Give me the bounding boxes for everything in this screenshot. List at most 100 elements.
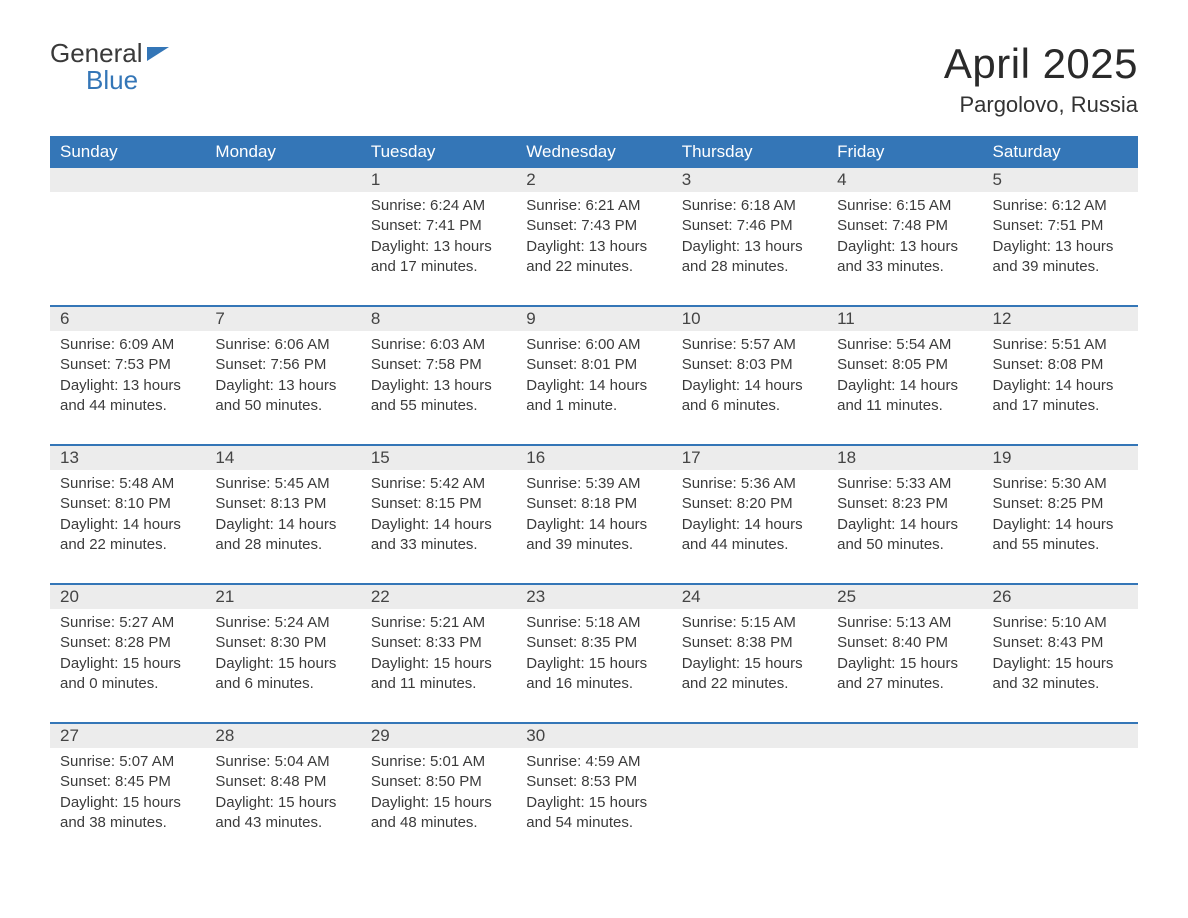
day-number-cell: 14 bbox=[205, 445, 360, 470]
daylight-line: Daylight: 14 hours and 44 minutes. bbox=[682, 515, 817, 556]
day-number-cell: 11 bbox=[827, 306, 982, 331]
sunset-line: Sunset: 8:25 PM bbox=[993, 494, 1128, 514]
day-number-cell: 28 bbox=[205, 723, 360, 748]
day-data-cell: Sunrise: 5:15 AMSunset: 8:38 PMDaylight:… bbox=[672, 609, 827, 723]
day-data-cell: Sunrise: 5:39 AMSunset: 8:18 PMDaylight:… bbox=[516, 470, 671, 584]
sunrise-line: Sunrise: 6:12 AM bbox=[993, 196, 1128, 216]
day-header: Monday bbox=[205, 136, 360, 168]
day-number-cell: 30 bbox=[516, 723, 671, 748]
sunrise-line: Sunrise: 5:36 AM bbox=[682, 474, 817, 494]
sunrise-line: Sunrise: 5:18 AM bbox=[526, 613, 661, 633]
day-data-cell: Sunrise: 5:10 AMSunset: 8:43 PMDaylight:… bbox=[983, 609, 1138, 723]
sunrise-line: Sunrise: 5:21 AM bbox=[371, 613, 506, 633]
sunrise-line: Sunrise: 5:42 AM bbox=[371, 474, 506, 494]
sunset-line: Sunset: 8:48 PM bbox=[215, 772, 350, 792]
day-number-cell bbox=[983, 723, 1138, 748]
day-header: Sunday bbox=[50, 136, 205, 168]
daylight-line: Daylight: 15 hours and 11 minutes. bbox=[371, 654, 506, 695]
sunset-line: Sunset: 7:48 PM bbox=[837, 216, 972, 236]
day-data-cell: Sunrise: 5:24 AMSunset: 8:30 PMDaylight:… bbox=[205, 609, 360, 723]
sunrise-line: Sunrise: 5:51 AM bbox=[993, 335, 1128, 355]
day-number-cell bbox=[672, 723, 827, 748]
day-number-cell bbox=[50, 168, 205, 192]
day-data-cell: Sunrise: 4:59 AMSunset: 8:53 PMDaylight:… bbox=[516, 748, 671, 861]
sunset-line: Sunset: 8:20 PM bbox=[682, 494, 817, 514]
day-data-cell: Sunrise: 5:33 AMSunset: 8:23 PMDaylight:… bbox=[827, 470, 982, 584]
day-data-cell: Sunrise: 5:48 AMSunset: 8:10 PMDaylight:… bbox=[50, 470, 205, 584]
day-data-cell: Sunrise: 5:21 AMSunset: 8:33 PMDaylight:… bbox=[361, 609, 516, 723]
daylight-line: Daylight: 14 hours and 11 minutes. bbox=[837, 376, 972, 417]
sunset-line: Sunset: 8:33 PM bbox=[371, 633, 506, 653]
day-data-cell: Sunrise: 5:30 AMSunset: 8:25 PMDaylight:… bbox=[983, 470, 1138, 584]
day-data-cell: Sunrise: 6:03 AMSunset: 7:58 PMDaylight:… bbox=[361, 331, 516, 445]
sunrise-line: Sunrise: 5:15 AM bbox=[682, 613, 817, 633]
day-number-cell: 1 bbox=[361, 168, 516, 192]
day-data-cell: Sunrise: 5:51 AMSunset: 8:08 PMDaylight:… bbox=[983, 331, 1138, 445]
day-data-cell bbox=[827, 748, 982, 861]
sunset-line: Sunset: 8:23 PM bbox=[837, 494, 972, 514]
day-data-cell: Sunrise: 6:06 AMSunset: 7:56 PMDaylight:… bbox=[205, 331, 360, 445]
sunset-line: Sunset: 8:38 PM bbox=[682, 633, 817, 653]
sunset-line: Sunset: 8:05 PM bbox=[837, 355, 972, 375]
day-data-cell bbox=[205, 192, 360, 306]
day-data-cell bbox=[983, 748, 1138, 861]
daylight-line: Daylight: 15 hours and 6 minutes. bbox=[215, 654, 350, 695]
sunset-line: Sunset: 7:53 PM bbox=[60, 355, 195, 375]
daylight-line: Daylight: 15 hours and 0 minutes. bbox=[60, 654, 195, 695]
daylight-line: Daylight: 15 hours and 16 minutes. bbox=[526, 654, 661, 695]
day-number-cell: 15 bbox=[361, 445, 516, 470]
daylight-line: Daylight: 14 hours and 6 minutes. bbox=[682, 376, 817, 417]
daylight-line: Daylight: 13 hours and 50 minutes. bbox=[215, 376, 350, 417]
daylight-line: Daylight: 15 hours and 48 minutes. bbox=[371, 793, 506, 834]
sunset-line: Sunset: 7:51 PM bbox=[993, 216, 1128, 236]
sunset-line: Sunset: 8:30 PM bbox=[215, 633, 350, 653]
sunset-line: Sunset: 8:01 PM bbox=[526, 355, 661, 375]
day-data-cell: Sunrise: 5:54 AMSunset: 8:05 PMDaylight:… bbox=[827, 331, 982, 445]
sunset-line: Sunset: 8:13 PM bbox=[215, 494, 350, 514]
day-number-cell: 21 bbox=[205, 584, 360, 609]
sunrise-line: Sunrise: 5:39 AM bbox=[526, 474, 661, 494]
day-data-cell: Sunrise: 5:57 AMSunset: 8:03 PMDaylight:… bbox=[672, 331, 827, 445]
daylight-line: Daylight: 14 hours and 39 minutes. bbox=[526, 515, 661, 556]
day-number-cell: 6 bbox=[50, 306, 205, 331]
sunrise-line: Sunrise: 5:54 AM bbox=[837, 335, 972, 355]
sunrise-line: Sunrise: 5:57 AM bbox=[682, 335, 817, 355]
day-number-cell bbox=[827, 723, 982, 748]
day-number-cell: 19 bbox=[983, 445, 1138, 470]
daylight-line: Daylight: 14 hours and 50 minutes. bbox=[837, 515, 972, 556]
sunrise-line: Sunrise: 6:15 AM bbox=[837, 196, 972, 216]
sunrise-line: Sunrise: 5:30 AM bbox=[993, 474, 1128, 494]
day-data-cell: Sunrise: 6:15 AMSunset: 7:48 PMDaylight:… bbox=[827, 192, 982, 306]
day-number-cell: 17 bbox=[672, 445, 827, 470]
daylight-line: Daylight: 13 hours and 55 minutes. bbox=[371, 376, 506, 417]
sunrise-line: Sunrise: 5:27 AM bbox=[60, 613, 195, 633]
sunrise-line: Sunrise: 5:13 AM bbox=[837, 613, 972, 633]
day-data-cell: Sunrise: 5:42 AMSunset: 8:15 PMDaylight:… bbox=[361, 470, 516, 584]
sunrise-line: Sunrise: 6:24 AM bbox=[371, 196, 506, 216]
sunset-line: Sunset: 8:45 PM bbox=[60, 772, 195, 792]
sunrise-line: Sunrise: 6:06 AM bbox=[215, 335, 350, 355]
sunset-line: Sunset: 8:03 PM bbox=[682, 355, 817, 375]
sunset-line: Sunset: 8:40 PM bbox=[837, 633, 972, 653]
sunset-line: Sunset: 8:15 PM bbox=[371, 494, 506, 514]
day-data-cell: Sunrise: 5:07 AMSunset: 8:45 PMDaylight:… bbox=[50, 748, 205, 861]
sunrise-line: Sunrise: 6:00 AM bbox=[526, 335, 661, 355]
day-data-cell: Sunrise: 6:12 AMSunset: 7:51 PMDaylight:… bbox=[983, 192, 1138, 306]
day-number-cell: 20 bbox=[50, 584, 205, 609]
calendar-table: SundayMondayTuesdayWednesdayThursdayFrid… bbox=[50, 136, 1138, 861]
daylight-line: Daylight: 13 hours and 33 minutes. bbox=[837, 237, 972, 278]
day-number-cell: 3 bbox=[672, 168, 827, 192]
daylight-line: Daylight: 15 hours and 32 minutes. bbox=[993, 654, 1128, 695]
day-data-cell: Sunrise: 5:13 AMSunset: 8:40 PMDaylight:… bbox=[827, 609, 982, 723]
day-data-cell bbox=[50, 192, 205, 306]
day-data-cell: Sunrise: 6:18 AMSunset: 7:46 PMDaylight:… bbox=[672, 192, 827, 306]
day-data-cell: Sunrise: 5:45 AMSunset: 8:13 PMDaylight:… bbox=[205, 470, 360, 584]
sunrise-line: Sunrise: 5:10 AM bbox=[993, 613, 1128, 633]
sunset-line: Sunset: 7:43 PM bbox=[526, 216, 661, 236]
day-number-cell: 22 bbox=[361, 584, 516, 609]
day-data-cell: Sunrise: 5:36 AMSunset: 8:20 PMDaylight:… bbox=[672, 470, 827, 584]
sunrise-line: Sunrise: 5:07 AM bbox=[60, 752, 195, 772]
day-number-cell: 26 bbox=[983, 584, 1138, 609]
sunset-line: Sunset: 8:18 PM bbox=[526, 494, 661, 514]
sunset-line: Sunset: 8:10 PM bbox=[60, 494, 195, 514]
